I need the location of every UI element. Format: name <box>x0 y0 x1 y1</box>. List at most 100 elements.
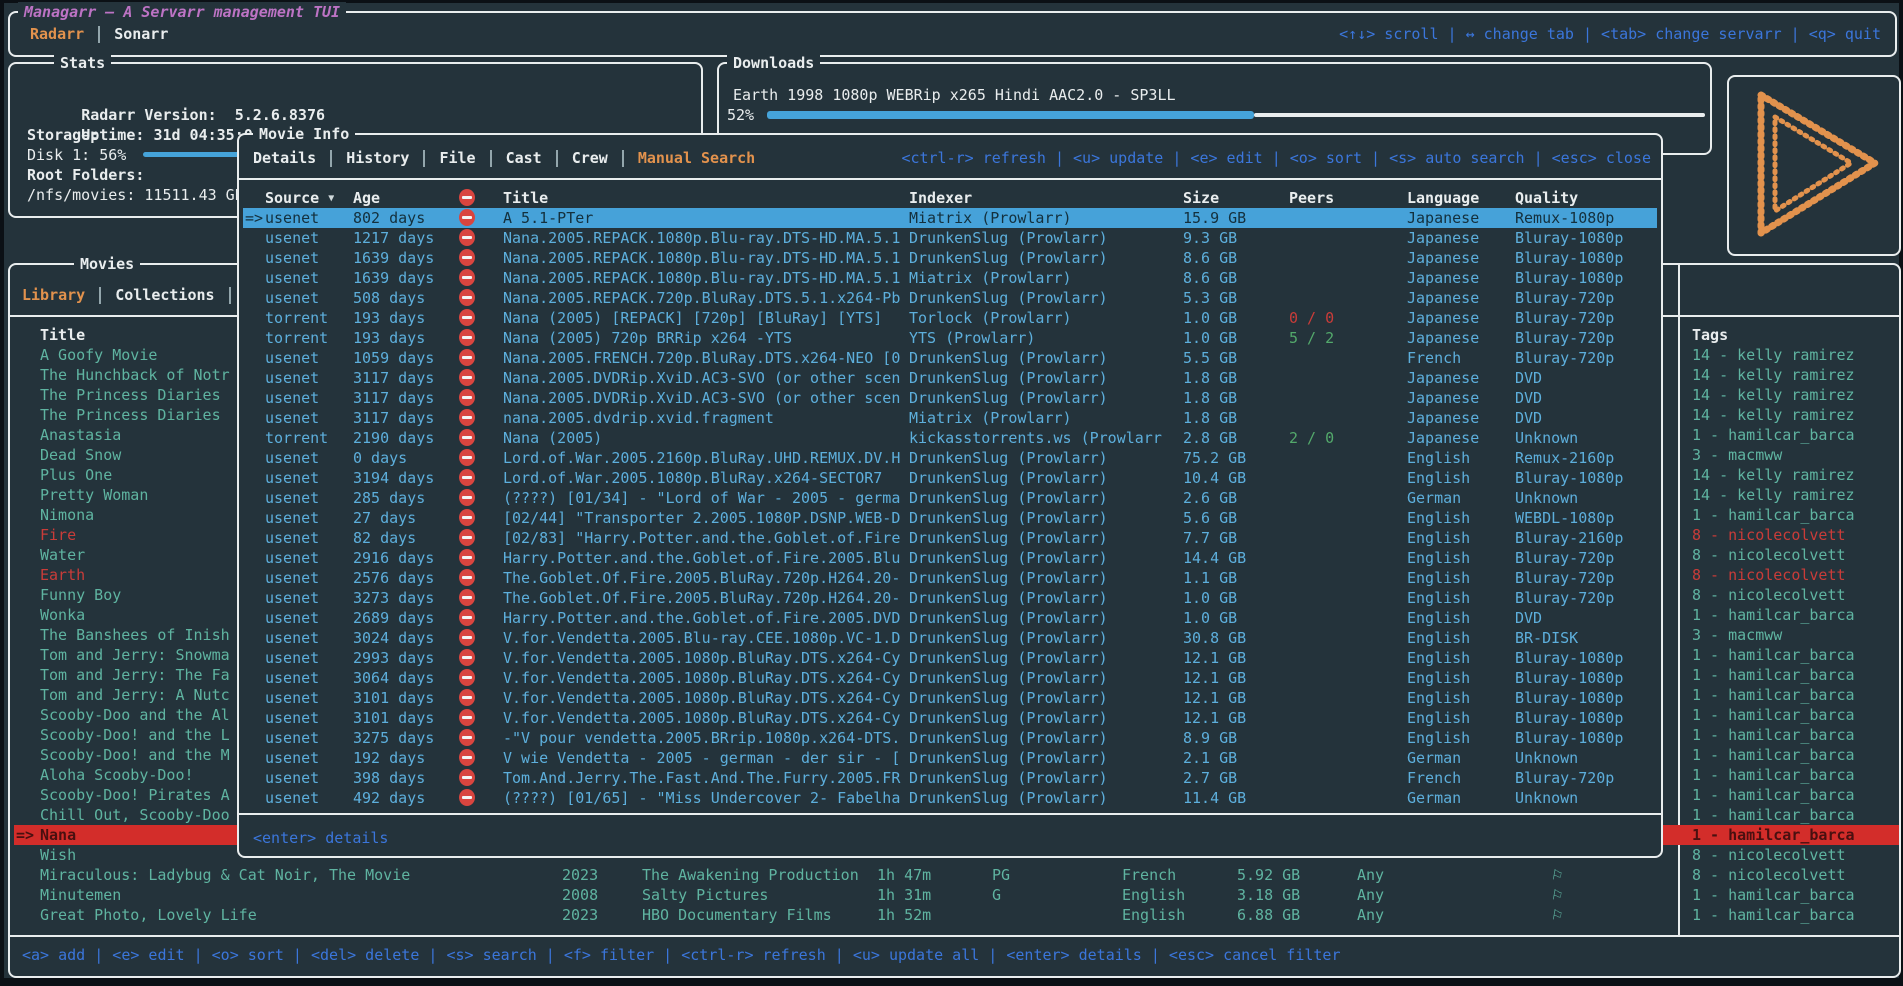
movie-list-row[interactable]: Scooby-Doo and the Al 1 - hamilcar_barca <box>10 705 1899 725</box>
movie-list-row[interactable]: Fire 8 - nicolecolvett <box>10 525 1899 545</box>
cell-peers: 0 / 0 <box>1289 309 1335 327</box>
movie-tag: 14 - kelly ramirez <box>1692 386 1855 404</box>
movie-list-row[interactable]: Dead Snow 3 - macmww <box>10 445 1899 465</box>
search-result-row[interactable]: usenet 3117 days nana.2005.dvdrip.xvid.fra… <box>243 408 1657 428</box>
cell-source: usenet <box>265 209 320 227</box>
search-result-row[interactable]: usenet 1217 days Nana.2005.REPACK.1080p.Bl… <box>243 228 1657 248</box>
search-result-row[interactable]: usenet 3101 days V.for.Vendetta.2005.1080p… <box>243 688 1657 708</box>
search-result-row[interactable]: usenet 2576 days The.Goblet.Of.Fire.2005.B… <box>243 568 1657 588</box>
search-result-row[interactable]: usenet 3273 days The.Goblet.Of.Fire.2005.B… <box>243 588 1657 608</box>
movie-list-row[interactable]: Tom and Jerry: A Nutc 1 - hamilcar_barca <box>10 685 1899 705</box>
tab-radarr[interactable]: Radarr <box>30 25 85 43</box>
search-result-row[interactable]: torrent 193 days Nana (2005) [REPACK] [720… <box>243 308 1657 328</box>
search-result-row[interactable]: usenet 192 days V wie Vendetta - 2005 - ge… <box>243 748 1657 768</box>
cell-source: usenet <box>265 449 320 467</box>
movie-list-row[interactable]: Miraculous: Ladybug & Cat Noir, The Movi… <box>10 865 1899 885</box>
modal-tab-history[interactable]: History <box>346 149 410 167</box>
radarr-logo-icon <box>1757 91 1879 237</box>
cell-size: 5.5 GB <box>1183 349 1238 367</box>
cell-indexer: DrunkenSlug (Prowlarr) <box>909 529 1108 547</box>
movie-list-row[interactable]: Great Photo, Lovely Life 2023 HBO Document… <box>10 905 1899 925</box>
search-result-row[interactable]: usenet 3117 days Nana.2005.DVDRip.XviD.AC3… <box>243 368 1657 388</box>
tab-collections[interactable]: Collections <box>115 286 215 304</box>
search-result-row[interactable]: => usenet 802 days A 5.1-PTer Miatrix (Prowl… <box>243 208 1657 228</box>
movie-list-row[interactable]: Scooby-Doo! Pirates A 1 - hamilcar_barca <box>10 785 1899 805</box>
no-entry-icon <box>459 229 475 246</box>
movie-list-row[interactable]: Plus One 14 - kelly ramirez <box>10 465 1899 485</box>
modal-tab-file[interactable]: File <box>439 149 476 167</box>
cell-title: V.for.Vendetta.2005.1080p.BluRay.DTS.x26… <box>503 709 901 727</box>
search-result-row[interactable]: usenet 2993 days V.for.Vendetta.2005.1080p… <box>243 648 1657 668</box>
search-result-row[interactable]: usenet 3024 days V.for.Vendetta.2005.Blu-r… <box>243 628 1657 648</box>
cell-quality: Bluray-2160p <box>1515 529 1624 547</box>
modal-tab-cast[interactable]: Cast <box>505 149 542 167</box>
movie-tag: 1 - hamilcar_barca <box>1692 646 1855 664</box>
movie-list-row[interactable]: Chill Out, Scooby-Doo 1 - hamilcar_barca <box>10 805 1899 825</box>
cell-title: (????) [01/65] - "Miss Undercover 2- Fab… <box>503 789 901 807</box>
cell-source: usenet <box>265 649 320 667</box>
movie-list-row[interactable]: Nimona 1 - hamilcar_barca <box>10 505 1899 525</box>
search-result-row[interactable]: usenet 1639 days Nana.2005.REPACK.1080p.Bl… <box>243 248 1657 268</box>
cell-age: 3117 days <box>353 369 435 387</box>
search-result-row[interactable]: usenet 3064 days V.for.Vendetta.2005.1080p… <box>243 668 1657 688</box>
movie-tag: 1 - hamilcar_barca <box>1692 606 1855 624</box>
movie-list-row[interactable]: Minutemen 2008 Salty Pictures 1h 31m G Englis… <box>10 885 1899 905</box>
cell-title: Nana.2005.DVDRip.XviD.AC3-SVO (or other … <box>503 389 901 407</box>
search-result-row[interactable]: usenet 0 days Lord.of.War.2005.2160p.BluRa… <box>243 448 1657 468</box>
search-result-row[interactable]: usenet 3194 days Lord.of.War.2005.1080p.Bl… <box>243 468 1657 488</box>
no-entry-icon <box>459 509 475 526</box>
movie-list-row[interactable]: Earth 8 - nicolecolvett <box>10 565 1899 585</box>
movie-list-row[interactable]: The Banshees of Inish 3 - macmww <box>10 625 1899 645</box>
search-result-row[interactable]: usenet 492 days (????) [01/65] - "Miss Und… <box>243 788 1657 808</box>
cell-size: 9.3 GB <box>1183 229 1238 247</box>
search-result-row[interactable]: usenet 27 days [02/44] "Transporter 2.2005… <box>243 508 1657 528</box>
cell-title: A 5.1-PTer <box>503 209 594 227</box>
movie-list-row[interactable]: Scooby-Doo! and the L 1 - hamilcar_barca <box>10 725 1899 745</box>
movie-list-row[interactable]: Anastasia 1 - hamilcar_barca <box>10 425 1899 445</box>
movie-list-row[interactable]: Tom and Jerry: The Fa 1 - hamilcar_barca <box>10 665 1899 685</box>
cell-indexer: DrunkenSlug (Prowlarr) <box>909 509 1108 527</box>
movie-list-row[interactable]: The Princess Diaries 14 - kelly ramirez <box>10 405 1899 425</box>
movie-list-row[interactable]: Funny Boy 8 - nicolecolvett <box>10 585 1899 605</box>
cell-title: The.Goblet.Of.Fire.2005.BluRay.720p.H264… <box>503 589 901 607</box>
search-result-row[interactable]: usenet 3275 days -"V pour vendetta.2005.BR… <box>243 728 1657 748</box>
search-result-row[interactable]: usenet 1639 days Nana.2005.REPACK.1080p.Bl… <box>243 268 1657 288</box>
tab-sonarr[interactable]: Sonarr <box>114 25 169 43</box>
cell-size: 1.0 GB <box>1183 329 1238 347</box>
movie-tag: 1 - hamilcar_barca <box>1692 886 1855 904</box>
search-result-row[interactable]: usenet 82 days [02/83] "Harry.Potter.and.t… <box>243 528 1657 548</box>
movie-title: Anastasia <box>40 426 122 444</box>
search-result-row[interactable]: usenet 285 days (????) [01/34] - "Lord of … <box>243 488 1657 508</box>
search-result-row[interactable]: usenet 398 days Tom.And.Jerry.The.Fast.And… <box>243 768 1657 788</box>
movie-list-row[interactable]: A Goofy Movie 14 - kelly ramirez <box>10 345 1899 365</box>
movie-list-row[interactable]: Scooby-Doo! and the M 1 - hamilcar_barca <box>10 745 1899 765</box>
search-result-row[interactable]: torrent 193 days Nana (2005) 720p BRRip x2… <box>243 328 1657 348</box>
search-result-row[interactable]: usenet 3101 days V.for.Vendetta.2005.1080p… <box>243 708 1657 728</box>
movie-list-row[interactable]: Water 8 - nicolecolvett <box>10 545 1899 565</box>
modal-tab-details[interactable]: Details <box>253 149 317 167</box>
modal-tab-manual-search[interactable]: Manual Search <box>637 149 756 167</box>
movie-title: Fire <box>40 526 77 544</box>
search-result-row[interactable]: torrent 2190 days Nana (2005) kickasstorren… <box>243 428 1657 448</box>
search-result-row[interactable]: usenet 1059 days Nana.2005.FRENCH.720p.Blu… <box>243 348 1657 368</box>
search-result-row[interactable]: usenet 3117 days Nana.2005.DVDRip.XviD.AC3… <box>243 388 1657 408</box>
search-result-row[interactable]: usenet 508 days Nana.2005.REPACK.720p.BluR… <box>243 288 1657 308</box>
cell-title: Nana.2005.REPACK.720p.BluRay.DTS.5.1.x26… <box>503 289 901 307</box>
search-result-row[interactable]: usenet 2689 days Harry.Potter.and.the.Gobl… <box>243 608 1657 628</box>
cell-quality: BR-DISK <box>1515 629 1579 647</box>
modal-tab-crew[interactable]: Crew <box>571 149 608 167</box>
cell-language: Japanese <box>1407 309 1480 327</box>
cell-title: V.for.Vendetta.2005.1080p.BluRay.DTS.x26… <box>503 649 901 667</box>
movie-list-row[interactable]: The Princess Diaries 14 - kelly ramirez <box>10 385 1899 405</box>
movie-list-row[interactable]: Wonka 1 - hamilcar_barca <box>10 605 1899 625</box>
movie-list-row[interactable]: Tom and Jerry: Snowma 1 - hamilcar_barca <box>10 645 1899 665</box>
cell-title: V wie Vendetta - 2005 - german - der sir… <box>503 749 901 767</box>
uptime-label: Uptime: <box>81 126 145 144</box>
root-folders-label: Root Folders: <box>27 166 145 184</box>
movie-list-row[interactable]: Pretty Woman 14 - kelly ramirez <box>10 485 1899 505</box>
movie-list-row[interactable]: Aloha Scooby-Doo! 1 - hamilcar_barca <box>10 765 1899 785</box>
search-result-row[interactable]: usenet 2916 days Harry.Potter.and.the.Gobl… <box>243 548 1657 568</box>
movie-list-row[interactable]: Wish 8 - nicolecolvett <box>10 845 1899 865</box>
movie-list-row[interactable]: The Hunchback of Notr 14 - kelly ramirez <box>10 365 1899 385</box>
tab-library[interactable]: Library <box>22 286 86 304</box>
